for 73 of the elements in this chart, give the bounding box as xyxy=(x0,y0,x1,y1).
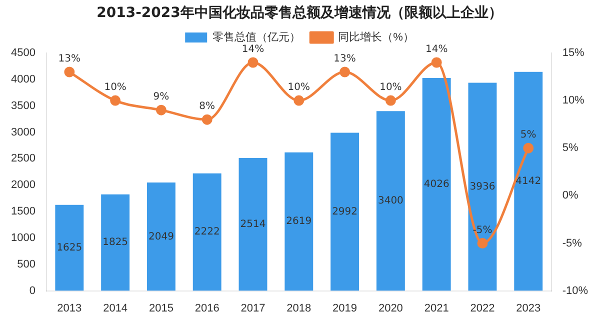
data-label: 10% xyxy=(104,82,126,94)
bar xyxy=(422,78,451,291)
point xyxy=(156,104,166,116)
point xyxy=(110,95,121,106)
bar xyxy=(514,72,543,291)
point xyxy=(385,95,396,106)
bar xyxy=(330,132,360,291)
y2-tick-label: 5% xyxy=(562,142,578,154)
x-tick-label: 2021 xyxy=(424,302,449,314)
data-label: 2514 xyxy=(240,218,266,230)
y-tick-label: 2500 xyxy=(10,152,36,165)
data-label: 13% xyxy=(334,54,356,65)
data-label: 3400 xyxy=(378,196,404,207)
y2-tick-label: -10% xyxy=(562,284,588,297)
data-label: 4142 xyxy=(516,176,542,187)
data-label: 1625 xyxy=(56,242,82,254)
y2-tick-label: -5% xyxy=(562,237,582,250)
y-tick-label: 3500 xyxy=(10,100,36,112)
point xyxy=(523,142,534,154)
x-tick-label: 2015 xyxy=(148,302,174,314)
point xyxy=(340,66,350,78)
data-label: 3936 xyxy=(470,181,496,192)
bar xyxy=(468,82,497,291)
y-tick-label: 1500 xyxy=(10,206,36,218)
x-tick-label: 2013 xyxy=(57,302,82,314)
bar xyxy=(146,182,176,291)
x-tick-label: 2022 xyxy=(470,302,495,314)
data-label: 2222 xyxy=(194,226,220,238)
bar xyxy=(55,204,84,291)
point xyxy=(202,114,212,125)
x-tick-label: 2023 xyxy=(516,302,541,314)
y2-tick-label: 10% xyxy=(562,94,585,107)
y-tick-label: 3000 xyxy=(10,126,36,138)
point xyxy=(294,95,304,106)
data-label: 9% xyxy=(153,92,170,103)
x-tick-label: 2014 xyxy=(103,302,128,314)
y-tick-label: 0 xyxy=(29,284,36,297)
legend-label: 同比增长（%） xyxy=(338,30,414,44)
bar xyxy=(284,152,314,291)
bar xyxy=(192,173,222,291)
y2-tick-label: 0% xyxy=(562,190,578,202)
y2-tick-label: 15% xyxy=(562,47,585,60)
y-tick-label: 4000 xyxy=(10,73,36,86)
data-label: 2992 xyxy=(332,206,358,218)
data-label: 1825 xyxy=(102,237,128,248)
y-tick-label: 500 xyxy=(17,258,36,270)
data-label: 4026 xyxy=(424,179,450,190)
bar xyxy=(376,111,405,291)
legend-label: 零售总值（亿元） xyxy=(212,30,301,44)
data-label: 2049 xyxy=(148,231,174,242)
data-label: 5% xyxy=(520,130,536,141)
y-tick-label: 2000 xyxy=(10,179,36,192)
x-tick-label: 2020 xyxy=(378,302,403,314)
data-label: 13% xyxy=(58,54,81,65)
point xyxy=(64,66,75,78)
data-label: 10% xyxy=(380,82,402,94)
x-tick-label: 2019 xyxy=(332,302,358,314)
data-label: 14% xyxy=(425,44,448,56)
point xyxy=(477,238,488,248)
data-label: 8% xyxy=(199,101,216,112)
point xyxy=(248,57,258,68)
x-tick-label: 2017 xyxy=(240,302,266,314)
x-tick-label: 2016 xyxy=(194,302,220,314)
x-tick-label: 2018 xyxy=(286,302,312,314)
point xyxy=(431,57,442,68)
data-label: 2619 xyxy=(286,216,312,228)
bar xyxy=(238,158,268,291)
bar xyxy=(101,194,130,291)
chart-title: 2013-2023年中国化妆品零售总额及增速情况（限额以上企业） xyxy=(96,4,504,22)
data-label: 10% xyxy=(288,82,310,94)
data-label: 14% xyxy=(242,44,264,56)
y-tick-label: 4500 xyxy=(10,47,36,60)
y-tick-label: 1000 xyxy=(10,232,36,244)
